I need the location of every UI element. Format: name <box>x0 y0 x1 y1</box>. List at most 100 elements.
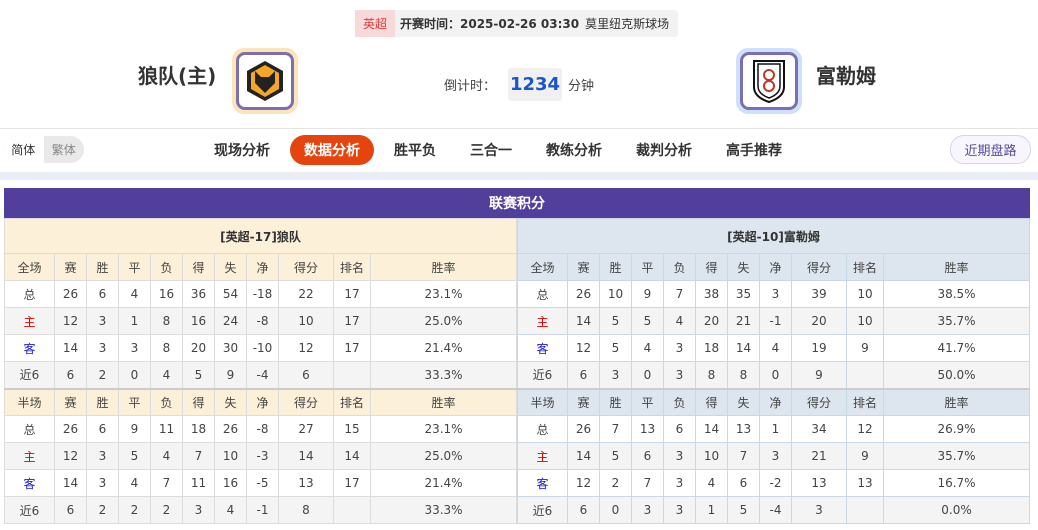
column-header: 负 <box>663 387 696 416</box>
tab-4[interactable]: 教练分析 <box>546 143 602 159</box>
stat-cell: 2 <box>118 496 151 524</box>
column-header: 得分 <box>278 387 334 416</box>
row-label: 总 <box>517 415 568 443</box>
stat-cell: 33.3% <box>370 361 517 389</box>
stat-cell: 4 <box>631 334 664 362</box>
stat-cell: 2 <box>86 361 119 389</box>
stat-cell: 13 <box>631 415 664 443</box>
column-header: 得分 <box>278 253 334 281</box>
stat-cell: 34 <box>791 415 847 443</box>
stat-cell: -10 <box>246 334 279 362</box>
stat-cell: 0.0% <box>883 496 1030 524</box>
stat-cell: 6 <box>663 415 696 443</box>
stat-cell: 16 <box>214 469 247 497</box>
stat-cell: -1 <box>759 307 792 335</box>
stat-cell: 25.0% <box>370 307 517 335</box>
stat-cell: 3 <box>663 442 696 470</box>
stat-cell: 6 <box>86 280 119 308</box>
stat-cell: 27 <box>278 415 334 443</box>
stat-cell: 23.1% <box>370 280 517 308</box>
table-row: 总 26 6 4 16 36 54 -18 22 17 23.1% <box>4 280 517 308</box>
period-label: 半场 <box>4 387 55 416</box>
stat-cell: 6 <box>567 496 600 524</box>
stat-cell: 0 <box>599 496 632 524</box>
stat-cell: 20 <box>791 307 847 335</box>
league-badge[interactable]: 英超 <box>355 10 395 37</box>
away-team-name[interactable]: 富勒姆 <box>816 64 876 88</box>
tab-3[interactable]: 三合一 <box>470 143 512 159</box>
tab-6[interactable]: 高手推荐 <box>726 143 782 159</box>
column-header: 胜 <box>86 253 119 281</box>
stat-cell: 6 <box>567 361 600 389</box>
column-header: 胜率 <box>883 253 1030 281</box>
row-label: 总 <box>4 280 55 308</box>
column-header: 胜率 <box>370 387 517 416</box>
column-header: 赛 <box>567 253 600 281</box>
stat-cell: 4 <box>695 469 728 497</box>
stat-cell: 21 <box>791 442 847 470</box>
stat-cell: 3 <box>663 361 696 389</box>
stat-cell: 35 <box>727 280 760 308</box>
stat-cell: 16 <box>150 280 183 308</box>
column-header: 得分 <box>791 387 847 416</box>
column-header: 胜率 <box>370 253 517 281</box>
column-header: 得 <box>182 253 215 281</box>
wolf-crest-icon <box>247 61 283 101</box>
stat-cell: 35.7% <box>883 442 1030 470</box>
tab-1[interactable]: 数据分析 <box>290 135 374 165</box>
column-header: 胜 <box>599 253 632 281</box>
table-row: 近6 6 3 0 3 8 8 0 9 50.0% <box>517 361 1030 389</box>
lang-traditional[interactable]: 繁体 <box>51 143 76 157</box>
stat-cell <box>846 361 884 389</box>
stat-cell: 3 <box>86 307 119 335</box>
stat-cell: 14 <box>567 442 600 470</box>
row-label: 客 <box>4 469 55 497</box>
stat-cell: 5 <box>599 307 632 335</box>
kickoff-time: 开赛时间：2025-02-26 03:30 <box>400 17 580 31</box>
stat-cell: 24 <box>214 307 247 335</box>
section-title: 联赛积分 <box>4 188 1030 218</box>
stat-cell: 5 <box>631 307 664 335</box>
recent-odds-button[interactable]: 近期盘路 <box>950 135 1031 164</box>
stat-cell: 14 <box>695 415 728 443</box>
stat-cell: 26 <box>567 415 600 443</box>
language-toggle: 简体 繁体 <box>3 136 84 163</box>
column-header: 失 <box>214 387 247 416</box>
column-header: 平 <box>631 387 664 416</box>
stat-cell: 19 <box>791 334 847 362</box>
stat-cell: 7 <box>150 469 183 497</box>
stat-cell: 10 <box>599 280 632 308</box>
stat-cell: -8 <box>246 307 279 335</box>
stat-cell: 3 <box>86 334 119 362</box>
away-team-logo[interactable] <box>736 48 802 114</box>
stat-cell: 20 <box>695 307 728 335</box>
column-header: 净 <box>246 253 279 281</box>
stat-cell: 26 <box>54 415 87 443</box>
stat-cell: -4 <box>759 496 792 524</box>
row-label: 主 <box>517 442 568 470</box>
tab-2[interactable]: 胜平负 <box>394 143 436 159</box>
match-header: 英超 开赛时间：2025-02-26 03:30 莫里纽克斯球场 狼队(主) 倒… <box>0 0 1038 172</box>
stat-cell: 12 <box>846 415 884 443</box>
row-label: 主 <box>4 442 55 470</box>
stat-cell: 5 <box>599 442 632 470</box>
stat-cell: 7 <box>182 442 215 470</box>
home-team-name[interactable]: 狼队(主) <box>138 64 217 88</box>
stat-cell: 5 <box>118 442 151 470</box>
away-standings-table: [英超-10]富勒姆 全场赛胜平负得失净得分 排名 胜率总 26 10 9 7 38 35 3 39 1… <box>517 218 1030 524</box>
stat-cell: 26 <box>567 280 600 308</box>
lang-simplified[interactable]: 简体 <box>3 136 44 163</box>
stat-cell: 10 <box>695 442 728 470</box>
home-team-logo[interactable] <box>232 48 298 114</box>
stat-cell: 6 <box>727 469 760 497</box>
stat-cell: 20 <box>182 334 215 362</box>
row-label: 客 <box>517 334 568 362</box>
stat-cell: -1 <box>246 496 279 524</box>
stat-cell: 3 <box>663 469 696 497</box>
stat-cell: 21.4% <box>370 469 517 497</box>
tab-5[interactable]: 裁判分析 <box>636 143 692 159</box>
tab-0[interactable]: 现场分析 <box>214 143 270 159</box>
row-label: 主 <box>517 307 568 335</box>
stat-cell: 21.4% <box>370 334 517 362</box>
stat-cell: 38.5% <box>883 280 1030 308</box>
